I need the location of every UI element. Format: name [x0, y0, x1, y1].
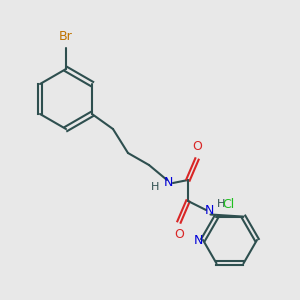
Text: H: H	[151, 182, 159, 193]
Text: N: N	[204, 203, 214, 217]
Text: Cl: Cl	[223, 198, 235, 211]
Text: N: N	[164, 176, 173, 190]
Text: H: H	[217, 199, 225, 209]
Text: O: O	[174, 228, 184, 241]
Text: Br: Br	[59, 31, 73, 44]
Text: O: O	[192, 140, 202, 153]
Text: N: N	[194, 233, 203, 247]
